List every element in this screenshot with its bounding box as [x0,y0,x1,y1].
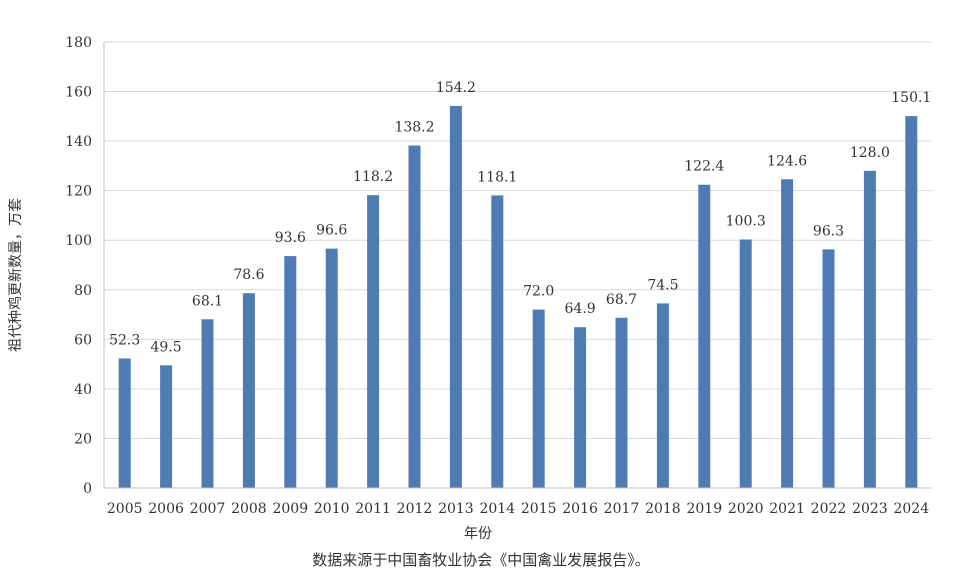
x-tick-label: 2017 [604,501,640,517]
bar [408,145,421,488]
bar [781,179,794,488]
y-axis-ticks: 0 20 40 60 80 100 120 140 160 180 [65,35,92,497]
bar [118,358,131,488]
x-tick-label: 2005 [107,501,143,517]
data-labels: 52.3 49.5 68.1 78.6 93.6 96.6 118.2 138.2 154.2 1… [109,80,931,355]
bar [449,105,462,488]
bar [656,303,669,488]
data-label: 64.9 [565,301,596,317]
x-tick-label: 2020 [728,501,764,517]
source-note: 数据来源于中国畜牧业协会《中国禽业发展报告》。 [312,551,650,569]
x-tick-label: 2019 [686,501,722,517]
x-tick-label: 2016 [562,501,598,517]
bar [739,239,752,488]
bar [160,365,173,488]
data-label: 124.6 [767,153,807,169]
y-tick-label: 180 [65,35,92,51]
data-label: 96.6 [316,223,347,239]
data-label: 78.6 [233,267,264,283]
y-tick-label: 80 [74,283,92,299]
y-tick-label: 140 [65,134,92,150]
x-axis-ticks: 2005 2006 2007 2008 2009 2010 2011 2012 2013 2014… [107,501,929,517]
bar [615,317,628,488]
data-label: 154.2 [436,80,476,96]
bar [242,293,255,488]
data-label: 68.7 [606,292,637,308]
x-tick-label: 2010 [314,501,350,517]
data-label: 118.2 [353,169,393,185]
bar [284,256,297,488]
bar-chart: 0 20 40 60 80 100 120 140 160 180 52.3 49.5 68.1 78.… [7,35,932,542]
x-tick-label: 2011 [355,501,391,517]
bar [863,170,876,488]
data-label: 138.2 [394,120,434,136]
data-label: 72.0 [523,284,554,300]
bar [532,309,545,488]
data-label: 93.6 [275,230,306,246]
y-tick-label: 120 [65,184,92,200]
x-tick-label: 2018 [645,501,681,517]
x-tick-label: 2023 [852,501,888,517]
y-tick-label: 20 [74,431,92,447]
y-tick-label: 160 [65,85,92,101]
bar [491,195,504,488]
x-tick-label: 2022 [811,501,847,517]
x-tick-label: 2021 [769,501,805,517]
x-tick-label: 2014 [479,501,515,517]
x-tick-label: 2015 [521,501,557,517]
x-tick-label: 2006 [148,501,184,517]
x-tick-label: 2013 [438,501,474,517]
y-tick-label: 60 [74,332,92,348]
x-axis-title: 年份 [464,526,492,542]
data-label: 96.3 [813,223,844,239]
bars [118,105,918,489]
data-label: 128.0 [850,145,890,161]
bar [201,319,214,488]
gridlines [104,41,932,439]
data-label: 49.5 [151,339,182,355]
x-tick-label: 2012 [397,501,433,517]
bar [574,327,587,488]
x-tick-label: 2009 [272,501,308,517]
data-label: 52.3 [109,332,140,348]
bar [905,116,918,488]
y-tick-label: 100 [65,233,92,249]
data-label: 74.5 [647,277,678,293]
data-label: 122.4 [684,159,724,175]
y-tick-label: 0 [83,481,92,497]
bar [698,184,711,488]
bar [367,195,380,489]
y-axis-title: 祖代种鸡更新数量，万套 [7,198,24,352]
bar [822,249,835,488]
x-tick-label: 2024 [893,501,929,517]
data-label: 118.1 [477,169,517,185]
data-label: 150.1 [891,90,931,106]
y-tick-label: 40 [74,382,92,398]
x-tick-label: 2008 [231,501,267,517]
data-label: 68.1 [192,293,223,309]
bar [325,248,338,488]
data-label: 100.3 [726,213,766,229]
x-tick-label: 2007 [190,501,226,517]
